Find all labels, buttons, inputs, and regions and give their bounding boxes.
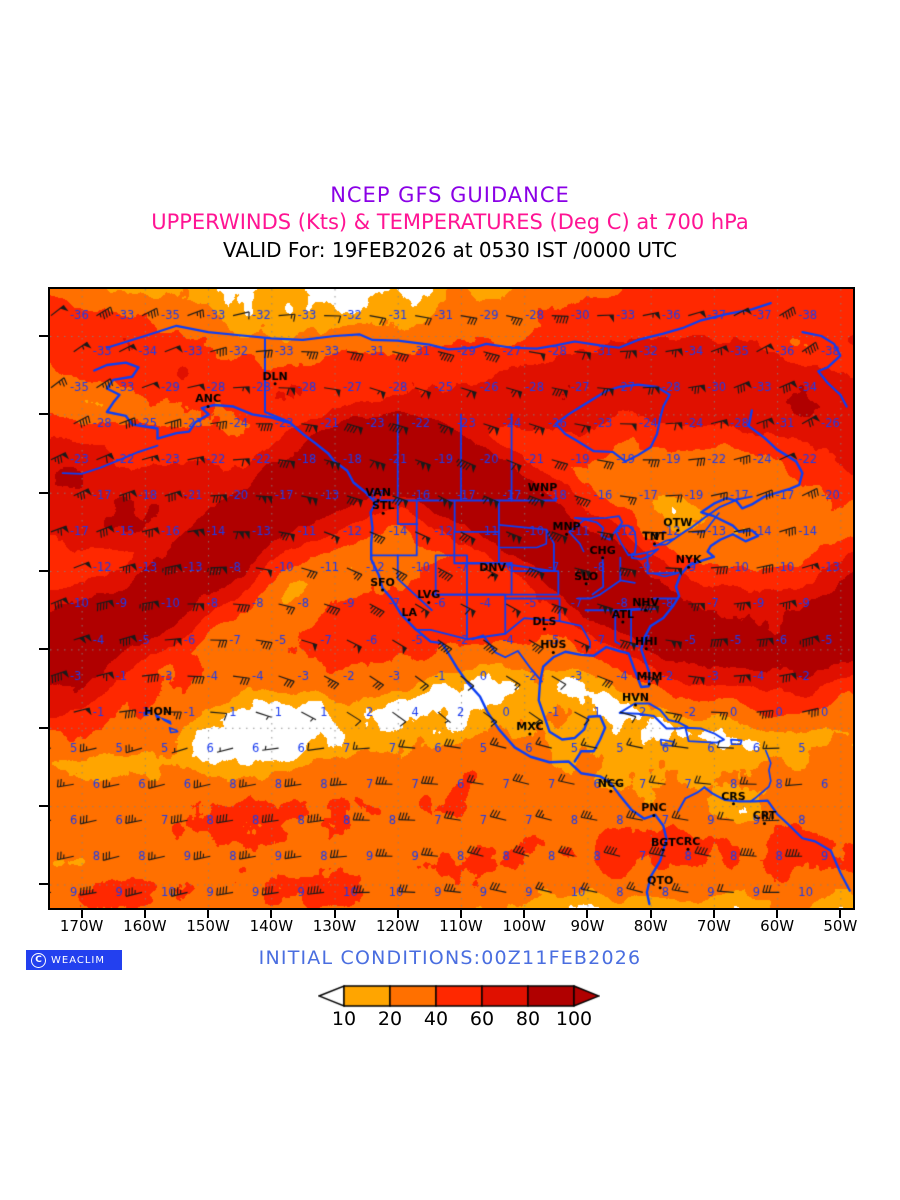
lon-tick: [396, 910, 399, 918]
lat-tick: [39, 335, 48, 337]
lon-label-160w: 160W: [123, 917, 167, 935]
map-canvas: [50, 289, 853, 908]
colorbar-canvas: [318, 984, 600, 1008]
lon-tick: [80, 910, 83, 918]
colorbar-label-20: 20: [377, 1008, 403, 1030]
lat-tick: [39, 491, 48, 494]
copyright-icon: C: [31, 952, 46, 968]
lon-label-110w: 110W: [439, 917, 483, 935]
weaclim-logo: C WEACLIM: [26, 950, 122, 970]
lon-tick: [649, 910, 652, 918]
lon-tick: [143, 910, 146, 918]
weaclim-label: WEACLIM: [51, 954, 106, 966]
lon-label-130w: 130W: [312, 917, 357, 935]
colorbar-label-60: 60: [469, 1008, 495, 1030]
lon-tick: [776, 910, 779, 918]
lon-label-170w: 170W: [59, 917, 104, 935]
lon-label-140w: 140W: [249, 917, 294, 935]
lon-label-70w: 70W: [696, 917, 731, 935]
lon-label-90w: 90W: [570, 917, 605, 935]
lon-tick: [333, 910, 336, 918]
lon-label-60w: 60W: [760, 917, 795, 935]
title-valid-time: VALID For: 19FEB2026 at 0530 IST /0000 U…: [223, 238, 677, 262]
colorbar: [318, 984, 600, 1008]
initial-conditions-label: INITIAL CONDITIONS:00Z11FEB2026: [258, 947, 642, 969]
lat-tick: [39, 726, 48, 729]
title-product: UPPERWINDS (Kts) & TEMPERATURES (Deg C) …: [151, 210, 749, 234]
lon-tick: [839, 910, 842, 918]
lat-tick: [39, 883, 48, 886]
lon-label-100w: 100W: [502, 917, 546, 935]
lon-label-150w: 150W: [186, 917, 230, 935]
lon-tick: [459, 910, 462, 918]
colorbar-label-80: 80: [515, 1008, 541, 1030]
lon-label-120w: 120W: [376, 917, 420, 935]
lon-tick: [207, 910, 210, 918]
colorbar-label-10: 10: [331, 1008, 357, 1030]
map-frame: [48, 287, 855, 910]
lon-tick: [523, 910, 526, 918]
lon-label-80w: 80W: [633, 917, 668, 935]
colorbar-label-100: 100: [555, 1008, 593, 1030]
title-agency: NCEP GFS GUIDANCE: [330, 183, 570, 207]
title-block: NCEP GFS GUIDANCE UPPERWINDS (Kts) & TEM…: [0, 182, 900, 264]
colorbar-label-40: 40: [423, 1008, 449, 1030]
lon-tick: [712, 910, 715, 918]
lat-tick: [39, 805, 48, 808]
lon-tick: [270, 910, 273, 918]
lon-tick: [586, 910, 589, 918]
lat-tick: [39, 413, 48, 416]
lon-label-50w: 50W: [823, 917, 858, 935]
lat-tick: [39, 648, 48, 651]
colorbar-tick-labels: 10 20 40 60 80 100: [318, 1008, 600, 1032]
lat-tick: [39, 570, 48, 573]
